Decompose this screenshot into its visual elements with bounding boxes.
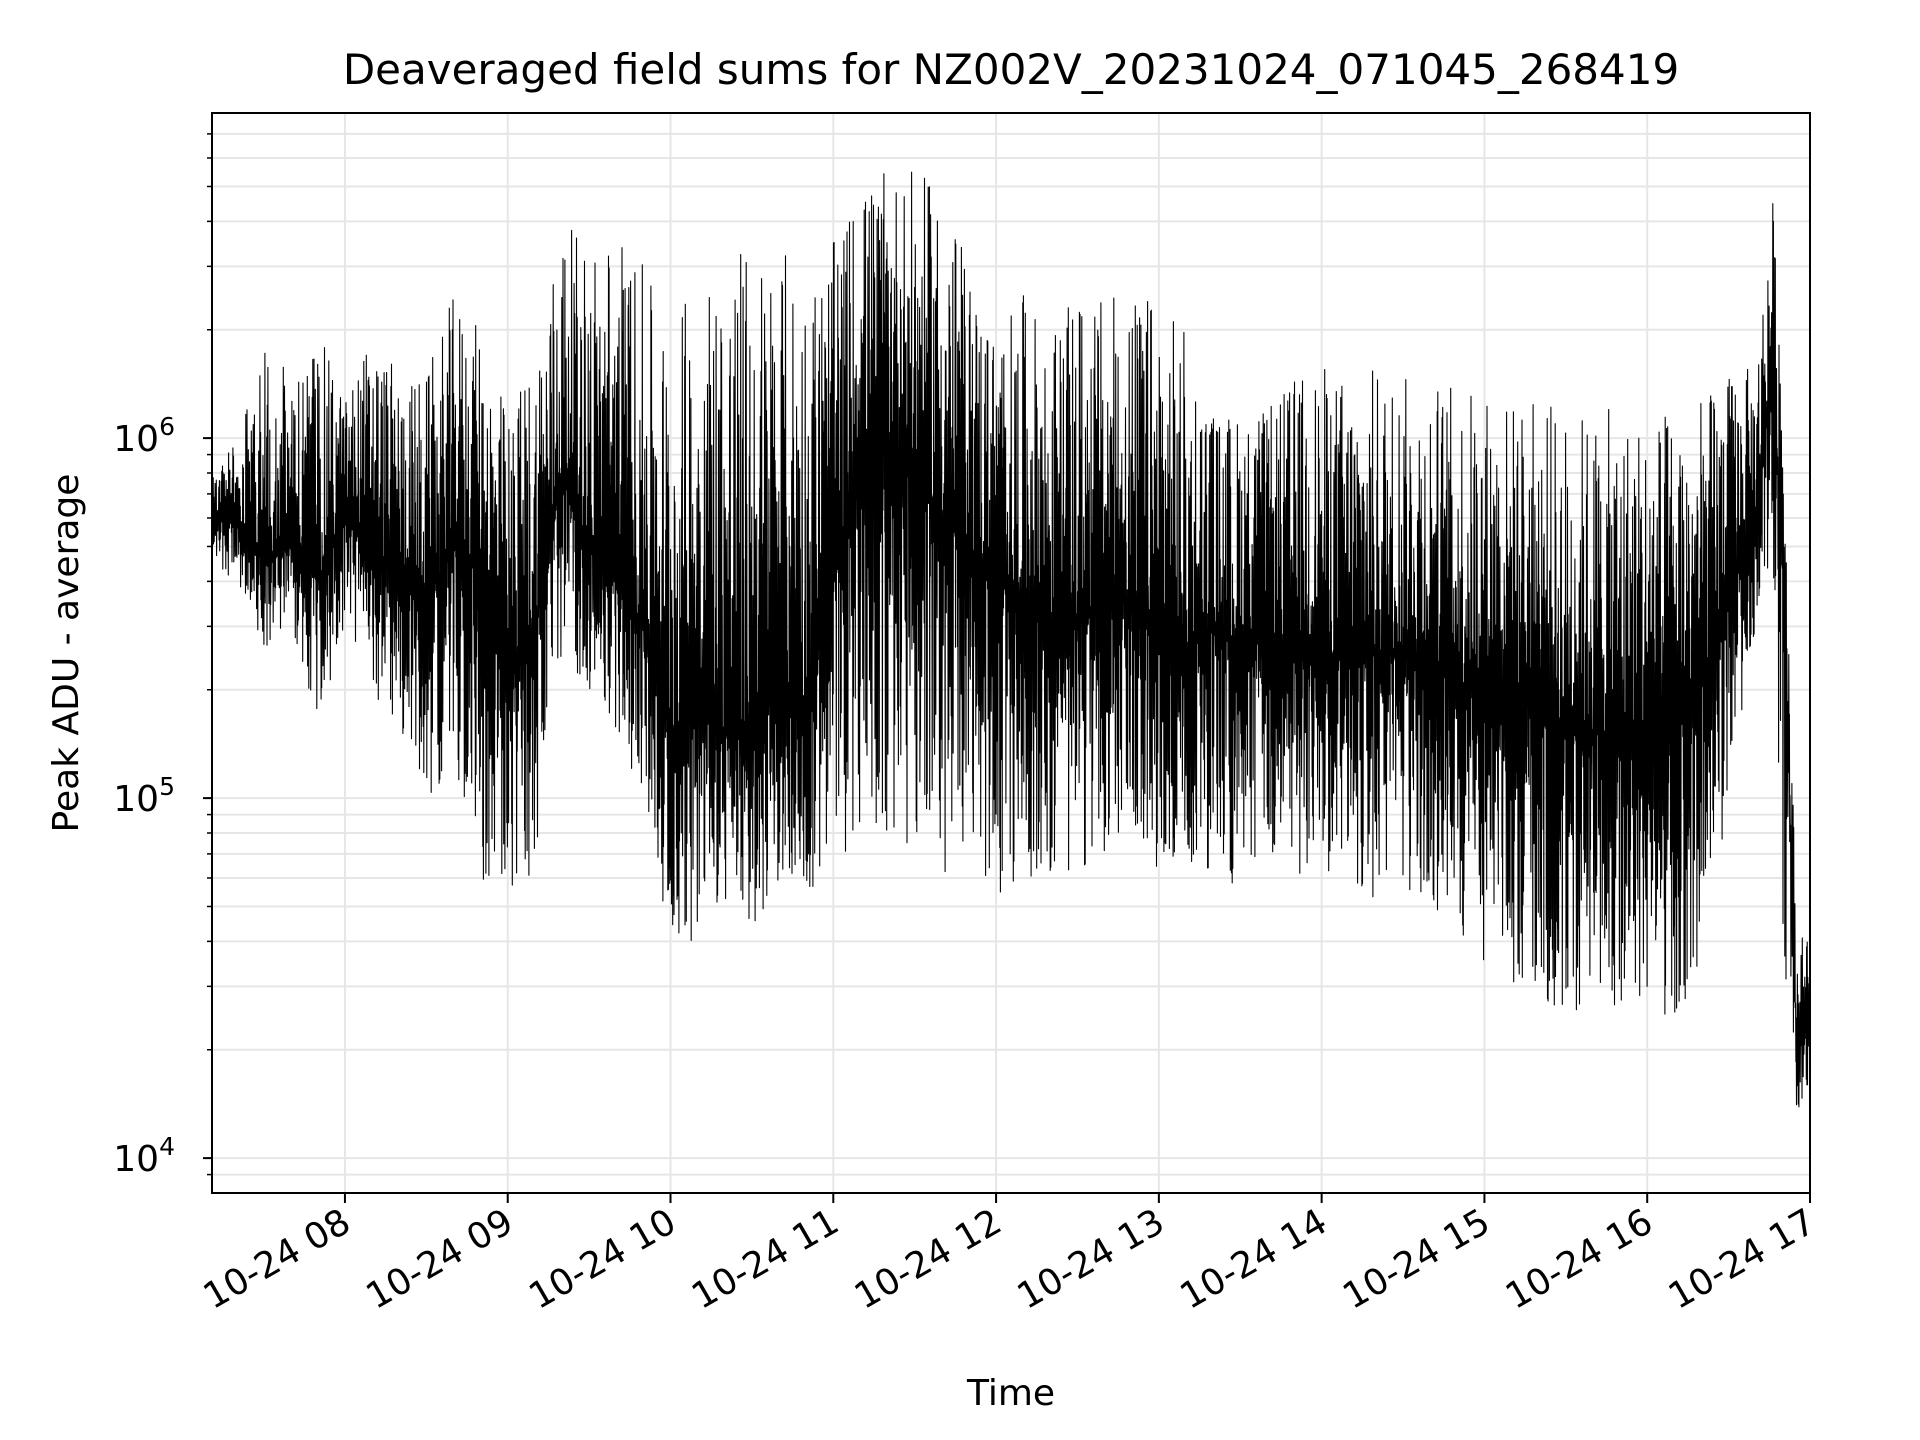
chart-title: Deaveraged field sums for NZ002V_2023102…	[343, 45, 1679, 94]
y-tick-label-base: 10	[113, 419, 159, 460]
y-tick-label: 106	[113, 412, 175, 460]
series-line	[211, 171, 1811, 1108]
y-tick-label: 104	[113, 1132, 175, 1180]
data-series	[211, 171, 1811, 1108]
y-tick-label-exponent: 5	[159, 772, 175, 801]
y-tick-label-exponent: 4	[159, 1132, 175, 1161]
plot-frame	[211, 112, 1811, 1194]
y-axis-label: Peak ADU - average	[46, 474, 87, 833]
x-axis-label: Time	[966, 1373, 1055, 1414]
y-tick-label-exponent: 6	[159, 412, 175, 441]
y-tick-label-base: 10	[113, 779, 159, 820]
y-tick-label: 105	[113, 772, 175, 820]
y-tick-label-base: 10	[113, 1139, 159, 1180]
